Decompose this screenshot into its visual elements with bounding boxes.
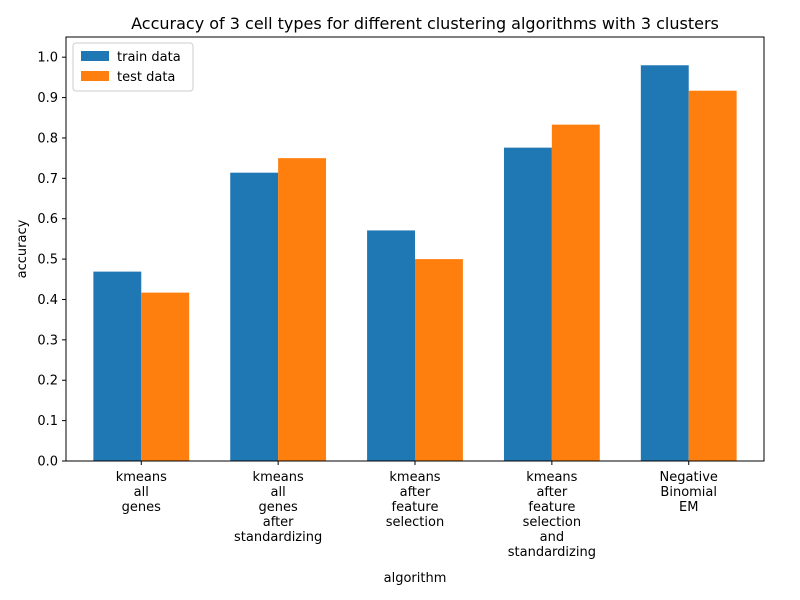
- bar-test-0: [141, 292, 190, 461]
- x-tick-label: kmeans after feature selection and standardiz…: [508, 470, 596, 560]
- x-tick-label: kmeans all genes after standardizing: [234, 470, 322, 545]
- bar-test-2: [415, 259, 463, 461]
- x-tick-label: Negative Binomial EM: [660, 470, 718, 515]
- x-tick-label: kmeans all genes: [116, 470, 167, 515]
- x-axis-label: algorithm: [384, 571, 447, 586]
- y-tick-label: 1.0: [37, 51, 58, 66]
- y-axis: 0.0 0.1 0.2 0.3 0.4 0.5 0.6 0.7 0.8 0.9 1.0: [37, 51, 66, 470]
- chart-title: Accuracy of 3 cell types for different c…: [131, 14, 719, 33]
- y-tick-label: 0.8: [37, 131, 58, 146]
- bar-test-1: [278, 158, 327, 461]
- y-tick-label: 0.2: [37, 374, 58, 389]
- y-axis-label: accuracy: [15, 219, 30, 278]
- bar-train-2: [367, 230, 415, 461]
- bar-train-1: [230, 172, 279, 461]
- y-tick-label: 0.5: [37, 253, 58, 268]
- bar-train-3: [503, 147, 552, 462]
- legend-swatch-train: [81, 51, 109, 61]
- bar-test-3: [551, 124, 600, 462]
- y-tick-label: 0.9: [37, 91, 58, 106]
- bar-train-0: [93, 271, 142, 461]
- y-tick-label: 0.0: [37, 455, 58, 470]
- legend-label-train: train data: [117, 50, 181, 65]
- legend-label-test: test data: [117, 70, 175, 85]
- plot-frame: [65, 36, 765, 462]
- bar-test-4: [688, 90, 737, 461]
- legend-swatch-test: [81, 71, 109, 81]
- x-tick-label: kmeans after feature selection: [386, 470, 444, 530]
- y-tick-label: 0.3: [37, 333, 58, 348]
- bar-train-4: [640, 65, 689, 462]
- y-tick-label: 0.6: [37, 212, 58, 227]
- legend: train data test data: [72, 42, 194, 92]
- bars-layer: [93, 65, 737, 462]
- y-tick-label: 0.4: [37, 293, 58, 308]
- x-axis: kmeans all genes kmeans all genes after standar…: [116, 461, 718, 560]
- y-tick-label: 0.7: [37, 172, 58, 187]
- y-tick-label: 0.1: [37, 414, 58, 429]
